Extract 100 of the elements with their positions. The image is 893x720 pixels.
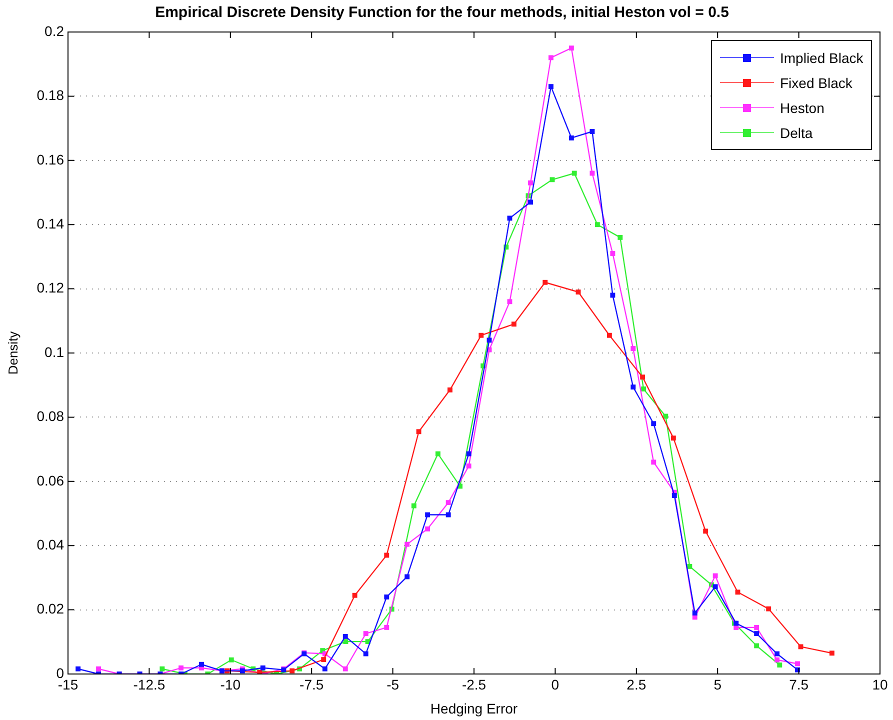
point	[260, 665, 266, 670]
point	[606, 332, 612, 338]
y-tick-label: 0	[56, 664, 64, 681]
point	[178, 665, 184, 670]
y-tick-label: 0.18	[36, 87, 64, 104]
point	[363, 651, 368, 656]
point	[384, 552, 390, 558]
y-tick-label: 0.14	[36, 215, 64, 232]
point	[590, 129, 595, 134]
point	[446, 512, 451, 518]
point	[712, 573, 718, 578]
legend-label: Implied Black	[780, 50, 864, 66]
point	[630, 346, 636, 351]
point	[363, 631, 368, 636]
y-tick-label: 0.16	[36, 151, 64, 168]
point	[630, 384, 636, 390]
y-tick-label: 0.1	[44, 344, 64, 360]
point	[712, 584, 718, 590]
point	[404, 542, 410, 547]
point	[435, 451, 440, 456]
point	[478, 332, 484, 338]
point	[290, 668, 295, 674]
y-axis-title: Density	[5, 330, 20, 375]
point	[641, 386, 646, 392]
x-axis-title: Hedging Error	[430, 700, 518, 716]
point	[404, 574, 410, 580]
point	[486, 338, 492, 343]
point	[548, 55, 554, 60]
x-tick-label: 7.5	[789, 676, 809, 692]
point	[352, 592, 358, 598]
x-tick-label: 10	[872, 676, 888, 692]
point	[507, 216, 512, 221]
point	[651, 421, 656, 426]
point	[411, 503, 416, 508]
point	[640, 374, 646, 380]
point	[703, 528, 708, 534]
point	[568, 46, 574, 51]
point	[160, 666, 165, 672]
point	[651, 460, 656, 465]
y-tick-label: 0.04	[36, 536, 64, 552]
point	[416, 429, 422, 434]
point	[692, 610, 698, 616]
point	[528, 200, 533, 205]
point	[610, 251, 616, 256]
point	[576, 290, 581, 294]
point	[321, 657, 326, 662]
point	[96, 666, 102, 672]
point	[542, 280, 548, 285]
point	[199, 662, 204, 667]
point	[774, 651, 780, 656]
y-tick-label: 0.08	[36, 408, 64, 424]
point	[670, 436, 676, 441]
x-tick-label: -5	[386, 676, 400, 692]
point	[795, 661, 800, 666]
point	[777, 662, 782, 668]
point	[754, 624, 760, 630]
point	[228, 657, 234, 662]
point	[798, 644, 804, 650]
point	[447, 387, 452, 392]
point	[507, 299, 512, 304]
point	[528, 180, 533, 186]
point	[829, 650, 834, 656]
point	[343, 639, 348, 644]
point	[618, 234, 623, 240]
chart-title: Empirical Discrete Density Function for the four methods, initial Heston vol = 0.5	[155, 4, 729, 22]
point	[466, 464, 472, 468]
point	[342, 666, 348, 672]
x-tick-label: 5	[714, 676, 722, 692]
legend-label: Heston	[780, 100, 824, 116]
legend-label: Delta	[780, 124, 813, 140]
point	[774, 657, 780, 662]
y-tick-label: 0.12	[36, 280, 64, 296]
point	[511, 322, 516, 327]
x-tick-label: -12.5	[133, 676, 166, 692]
point	[735, 590, 740, 595]
x-tick-label: -10	[220, 676, 241, 692]
point	[322, 666, 328, 672]
point	[610, 292, 616, 298]
point	[76, 666, 81, 672]
x-tick-label: -2.5	[462, 676, 486, 692]
point	[687, 564, 692, 569]
point	[425, 512, 430, 518]
y-tick-label: 0.06	[36, 472, 64, 488]
y-tick-label: 0.2	[44, 22, 64, 39]
point	[568, 135, 574, 140]
point	[425, 526, 430, 532]
point	[550, 177, 555, 182]
x-tick-label: -7.5	[300, 676, 324, 692]
legend-label: Fixed Black	[780, 74, 852, 90]
point	[672, 493, 677, 498]
point	[384, 594, 390, 600]
point	[754, 631, 760, 636]
point	[766, 606, 772, 612]
point	[572, 170, 577, 176]
point	[446, 500, 451, 506]
point	[384, 624, 390, 630]
point	[466, 451, 472, 456]
x-tick-label: 0	[551, 676, 560, 692]
point	[548, 84, 554, 90]
point	[594, 222, 600, 228]
